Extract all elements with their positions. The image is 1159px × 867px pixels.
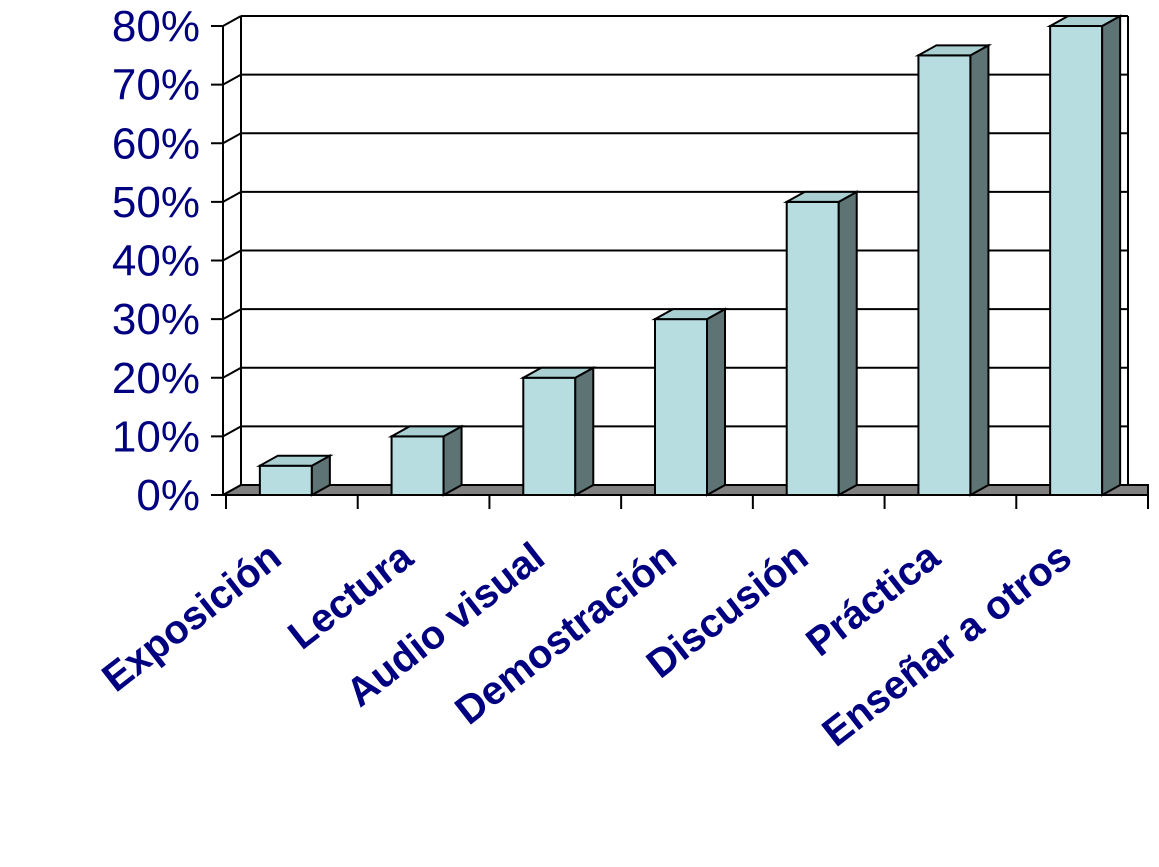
bar [914,43,993,497]
bar-side [969,43,990,497]
y-tick-label: 10% [112,412,200,461]
bar-top [1046,15,1125,27]
bar-top [914,44,993,57]
x-tick-label: Enseñar a otros [814,534,1079,755]
x-tick-label: Demostración [447,534,684,733]
gridline-side [222,191,242,203]
bar-front [522,376,577,496]
bar-top [782,190,861,203]
gridline-side [222,366,242,379]
bar [519,366,598,497]
bar-top [651,308,729,321]
bars [255,14,1125,497]
gridline-side [222,425,242,438]
bar-side [837,190,858,497]
y-tick-label: 50% [112,178,200,227]
bar-front [258,464,313,496]
bar [782,190,861,497]
bar-side [574,366,595,497]
x-tick-label: Exposición [94,534,289,700]
y-tick-label: 0% [136,471,200,520]
y-tick-label: 30% [112,295,200,344]
y-tick-label: 70% [112,61,200,110]
bar-front [390,435,445,496]
bar-side [442,424,463,497]
bar [1046,14,1125,497]
y-tick-label: 20% [112,354,200,403]
gridline-side [222,132,242,145]
y-tick-label: 40% [112,237,200,286]
y-tick-label: 80% [112,2,200,51]
bar [255,453,334,497]
bar [651,307,729,497]
bar [387,424,466,497]
y-tick-label: 60% [112,119,200,168]
bar-side [706,307,726,497]
bar-front [654,318,708,496]
bar-top [519,366,598,379]
gridline-side [222,249,242,262]
bar-front [917,54,972,496]
gridline-side [222,308,242,320]
gridline-side [222,15,242,27]
y-axis-tick-labels: 0% 10% 20% 30% 40% 50% 60% 70% 80% [112,2,200,520]
bar-front [1049,25,1104,496]
bar-front [785,200,840,496]
gridline-side [222,73,242,86]
bar-top [255,454,334,467]
bar-side [1101,14,1122,497]
bar-top [387,425,466,438]
